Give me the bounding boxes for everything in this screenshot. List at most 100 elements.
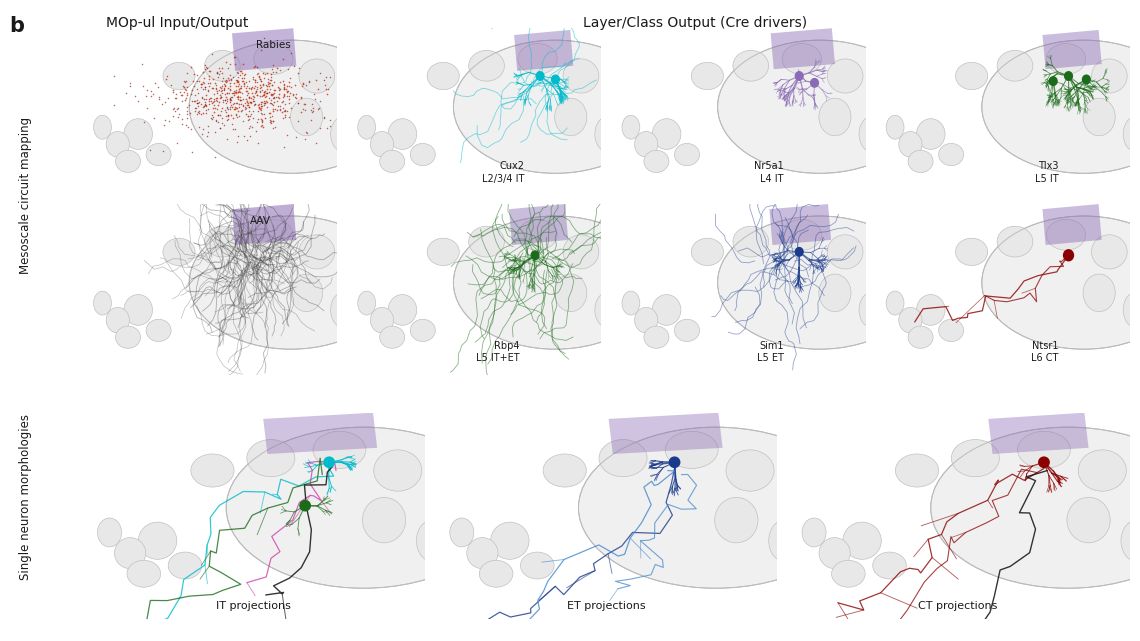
Point: [275, 96, 293, 106]
Point: [286, 131, 304, 142]
Point: [202, 96, 220, 106]
Point: [239, 76, 258, 86]
Circle shape: [536, 72, 544, 80]
Ellipse shape: [370, 307, 393, 333]
Ellipse shape: [469, 51, 504, 81]
Point: [237, 94, 255, 104]
Ellipse shape: [1091, 235, 1127, 269]
Point: [260, 115, 278, 126]
Point: [255, 113, 274, 124]
Ellipse shape: [127, 560, 161, 587]
Point: [149, 92, 168, 102]
Point: [133, 59, 152, 69]
Point: [210, 85, 228, 96]
Point: [214, 120, 233, 130]
Point: [275, 82, 293, 92]
Point: [234, 101, 252, 111]
Ellipse shape: [1083, 274, 1115, 312]
Ellipse shape: [246, 440, 295, 477]
Ellipse shape: [555, 274, 587, 312]
Point: [220, 85, 238, 95]
Point: [205, 127, 223, 137]
Ellipse shape: [1121, 520, 1140, 562]
Point: [200, 78, 218, 88]
Point: [242, 111, 260, 121]
Ellipse shape: [388, 295, 417, 325]
Point: [206, 95, 225, 105]
Point: [229, 72, 247, 82]
Point: [226, 124, 244, 134]
Point: [339, 66, 357, 76]
Point: [270, 93, 288, 103]
Polygon shape: [233, 204, 296, 245]
Point: [160, 93, 178, 103]
Polygon shape: [263, 413, 377, 454]
Point: [184, 76, 202, 87]
Ellipse shape: [106, 131, 130, 157]
Point: [245, 92, 263, 103]
Point: [136, 117, 154, 127]
Point: [211, 82, 229, 92]
Point: [209, 68, 227, 78]
Ellipse shape: [644, 326, 669, 348]
Point: [137, 91, 155, 101]
Point: [269, 82, 287, 92]
Point: [228, 112, 246, 122]
Point: [234, 76, 252, 86]
Point: [164, 85, 182, 96]
Point: [250, 102, 268, 112]
Point: [164, 87, 182, 97]
Point: [179, 122, 197, 133]
Point: [117, 87, 136, 97]
Point: [141, 91, 160, 101]
Point: [260, 81, 278, 91]
Point: [231, 92, 250, 103]
Point: [211, 90, 229, 100]
Point: [178, 68, 196, 78]
Point: [302, 98, 320, 108]
Point: [255, 98, 274, 108]
Point: [178, 82, 196, 92]
Point: [317, 72, 335, 82]
Point: [218, 115, 236, 126]
Ellipse shape: [1047, 44, 1085, 74]
Ellipse shape: [450, 518, 474, 547]
Point: [245, 61, 263, 71]
Point: [279, 76, 298, 87]
Point: [204, 83, 222, 93]
Ellipse shape: [1123, 293, 1140, 327]
Point: [249, 90, 267, 100]
Point: [188, 85, 206, 95]
Point: [196, 90, 214, 100]
Ellipse shape: [370, 131, 393, 157]
Point: [196, 97, 214, 108]
Point: [275, 142, 293, 153]
Point: [276, 105, 294, 115]
Point: [227, 109, 245, 119]
Point: [272, 107, 291, 117]
Ellipse shape: [909, 326, 933, 348]
Point: [205, 100, 223, 110]
Point: [207, 96, 226, 106]
Point: [239, 87, 258, 97]
Ellipse shape: [828, 235, 863, 269]
Point: [200, 81, 218, 92]
Point: [201, 93, 219, 103]
Point: [195, 101, 213, 111]
Point: [253, 115, 271, 125]
Ellipse shape: [1018, 431, 1070, 469]
Point: [264, 106, 283, 116]
Point: [215, 85, 234, 95]
Point: [271, 77, 290, 87]
Point: [189, 101, 207, 111]
Point: [252, 120, 270, 130]
Ellipse shape: [998, 51, 1033, 81]
Point: [187, 103, 205, 113]
Text: CT projections: CT projections: [919, 601, 998, 611]
Ellipse shape: [819, 98, 850, 136]
Point: [225, 51, 243, 62]
Point: [251, 80, 269, 90]
Point: [244, 113, 262, 123]
Point: [268, 96, 286, 106]
Ellipse shape: [138, 522, 177, 560]
